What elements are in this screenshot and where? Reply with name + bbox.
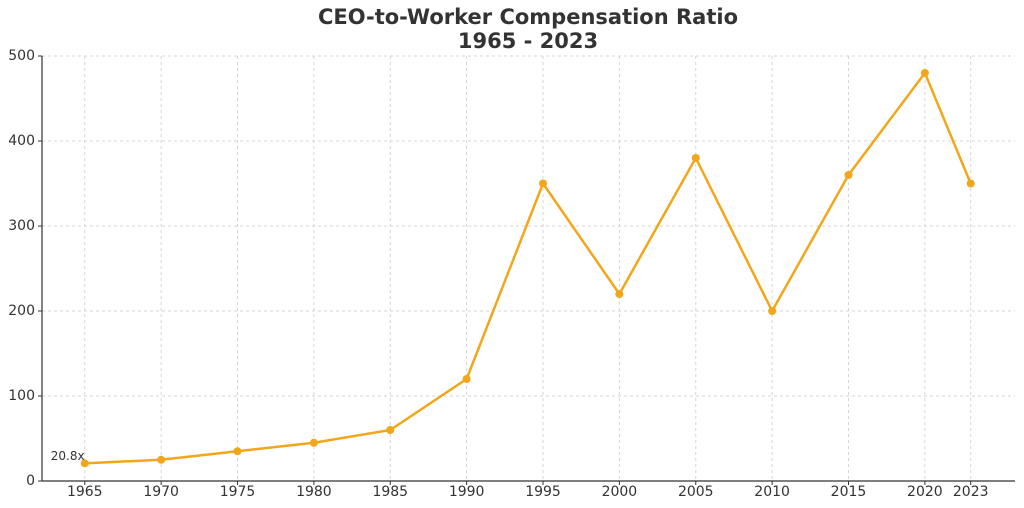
y-tick-label: 100	[8, 388, 35, 404]
y-tick-label: 300	[8, 218, 35, 234]
x-tick-label: 2000	[602, 484, 638, 500]
x-tick-label: 1965	[67, 484, 103, 500]
x-tick-label: 2020	[907, 484, 943, 500]
data-label: 20.8x	[51, 449, 85, 463]
x-tick-label: 1970	[143, 484, 179, 500]
point	[615, 290, 624, 298]
y-tick-label: 400	[8, 133, 35, 149]
point	[157, 455, 166, 464]
y-tick-label: 0	[26, 473, 35, 489]
point	[768, 307, 777, 315]
point	[386, 426, 395, 434]
point	[920, 69, 929, 77]
chart-subtitle: 1965 - 2023	[458, 29, 598, 53]
y-tick-label: 500	[8, 48, 35, 64]
y-tick-label: 200	[8, 303, 35, 319]
x-tick-label: 2010	[754, 484, 790, 500]
point	[462, 375, 471, 383]
point	[80, 459, 89, 468]
x-tick-label: 2015	[831, 484, 867, 500]
point	[966, 179, 975, 188]
x-tick-label: 2005	[678, 484, 714, 500]
point	[539, 179, 548, 188]
x-tick-label: 1995	[525, 484, 561, 500]
point	[691, 154, 700, 162]
x-tick-label: 1980	[296, 484, 332, 500]
point	[233, 447, 242, 456]
point	[309, 438, 318, 447]
x-tick-label: 1975	[220, 484, 256, 500]
x-tick-label: 1985	[372, 484, 408, 500]
x-tick-label: 2023	[953, 484, 989, 500]
point	[844, 171, 853, 179]
line	[84, 71, 972, 465]
x-tick-label: 1990	[449, 484, 485, 500]
chart-title: CEO-to-Worker Compensation Ratio	[318, 5, 738, 29]
